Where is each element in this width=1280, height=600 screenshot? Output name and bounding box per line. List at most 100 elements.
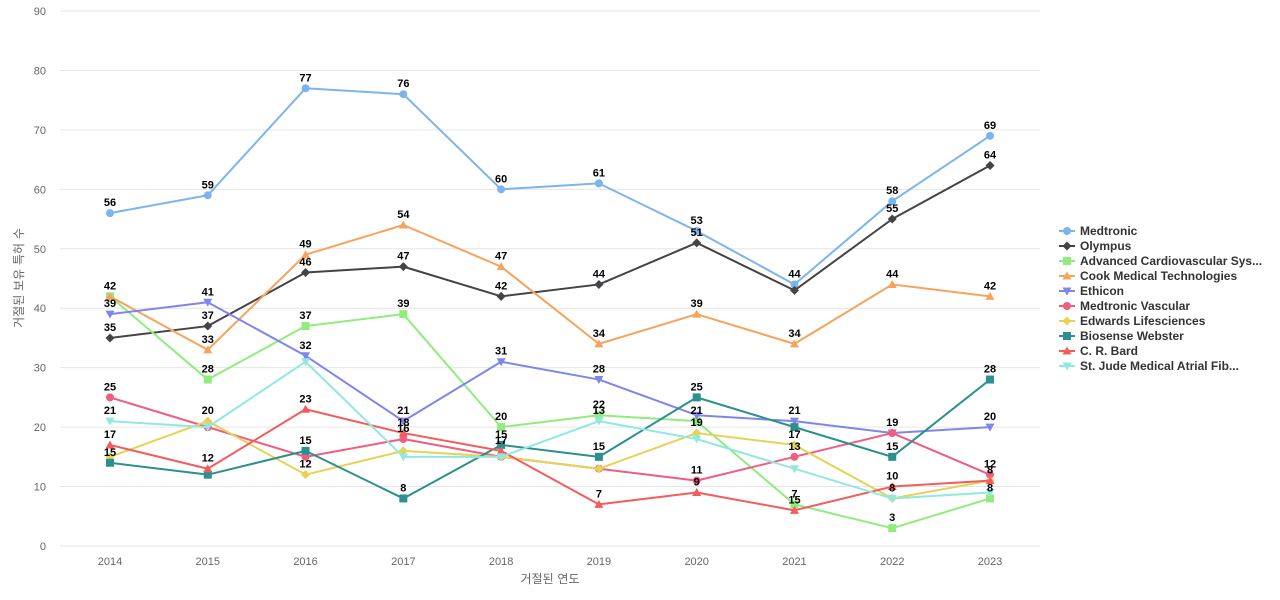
data-label: 51 xyxy=(691,227,703,239)
data-point xyxy=(301,268,311,278)
data-point xyxy=(594,452,603,461)
legend-label: Olympus xyxy=(1080,239,1132,253)
data-label: 22 xyxy=(593,399,605,411)
data-point xyxy=(106,209,114,218)
legend-item[interactable]: Olympus xyxy=(1059,239,1132,253)
data-point xyxy=(301,352,311,361)
legend-label: Ethicon xyxy=(1080,284,1124,298)
data-label: 20 xyxy=(495,411,507,423)
x-tick-label: 2018 xyxy=(489,556,513,568)
data-label: 3 xyxy=(889,512,895,524)
legend-item[interactable]: Advanced Cardiovascular Sys... xyxy=(1059,254,1262,268)
grid-lines xyxy=(60,10,1040,547)
x-tick-label: 2016 xyxy=(293,556,317,568)
series-3 xyxy=(105,220,995,354)
data-label: 33 xyxy=(202,334,214,346)
data-point xyxy=(398,262,408,272)
data-point xyxy=(301,404,311,413)
data-label: 25 xyxy=(691,381,703,393)
legend-marker xyxy=(1063,332,1071,340)
x-tick-label: 2023 xyxy=(978,556,1002,568)
series-7 xyxy=(106,375,995,503)
data-point xyxy=(203,321,213,331)
data-label: 49 xyxy=(299,239,311,251)
data-label: 8 xyxy=(400,482,406,494)
x-tick-label: 2014 xyxy=(98,556,122,568)
data-point xyxy=(692,428,702,438)
data-label: 64 xyxy=(984,150,997,162)
y-tick-label: 50 xyxy=(34,244,46,256)
data-point xyxy=(790,452,799,461)
x-tick-label: 2015 xyxy=(196,556,220,568)
data-point xyxy=(203,416,213,426)
data-point xyxy=(985,291,995,300)
data-label: 13 xyxy=(593,405,605,417)
legend-item[interactable]: C. R. Bard xyxy=(1059,344,1138,358)
data-point xyxy=(789,339,799,348)
data-point xyxy=(789,285,799,295)
legend-item[interactable]: St. Jude Medical Atrial Fib... xyxy=(1059,359,1239,373)
data-point xyxy=(692,309,702,318)
data-label: 42 xyxy=(495,280,507,292)
data-point xyxy=(399,435,408,443)
series-0 xyxy=(106,84,995,289)
data-point xyxy=(692,411,702,420)
series-lines xyxy=(105,84,995,533)
legend-item[interactable]: Edwards Lifesciences xyxy=(1059,314,1206,328)
legend-item[interactable]: Ethicon xyxy=(1059,284,1124,298)
data-point xyxy=(399,494,408,503)
data-label: 8 xyxy=(987,482,993,494)
legend-label: Advanced Cardiovascular Sys... xyxy=(1080,254,1262,268)
legend-marker xyxy=(1063,257,1071,265)
data-point xyxy=(692,417,701,426)
data-point xyxy=(789,440,799,450)
data-label: 20 xyxy=(984,411,996,423)
data-point xyxy=(496,291,506,301)
data-point xyxy=(985,161,995,171)
series-9 xyxy=(105,358,995,503)
data-label: 18 xyxy=(397,417,409,429)
data-point xyxy=(497,440,506,449)
data-label: 19 xyxy=(886,417,898,429)
data-point xyxy=(105,417,115,426)
data-point xyxy=(986,494,995,503)
y-tick-label: 70 xyxy=(34,125,46,137)
data-label: 47 xyxy=(397,251,409,263)
y-tick-label: 90 xyxy=(34,6,46,18)
legend-item[interactable]: Biosense Webster xyxy=(1059,329,1184,343)
data-label: 17 xyxy=(104,429,116,441)
series-line xyxy=(109,408,991,512)
data-point xyxy=(888,524,897,533)
data-point xyxy=(594,464,604,474)
legend-marker xyxy=(1062,362,1072,371)
data-point xyxy=(888,429,897,438)
data-point xyxy=(301,322,310,331)
data-label: 37 xyxy=(299,310,311,322)
legend-item[interactable]: Medtronic Vascular xyxy=(1059,299,1190,313)
data-point xyxy=(986,375,995,384)
data-point xyxy=(692,476,701,485)
data-label: 34 xyxy=(788,328,801,340)
data-label: 31 xyxy=(495,346,507,358)
legend-label: Medtronic Vascular xyxy=(1080,299,1190,313)
data-label: 15 xyxy=(104,447,116,459)
data-point xyxy=(986,470,995,479)
data-point xyxy=(398,417,408,426)
data-point xyxy=(692,226,701,235)
y-tick-label: 0 xyxy=(40,541,46,553)
data-point xyxy=(692,488,702,496)
data-point xyxy=(398,428,408,437)
legend-item[interactable]: Cook Medical Technologies xyxy=(1059,269,1237,283)
data-label: 60 xyxy=(495,173,507,185)
data-point xyxy=(203,191,212,200)
series-1 xyxy=(105,161,995,343)
data-label: 12 xyxy=(202,453,214,465)
legend-marker xyxy=(1063,302,1071,310)
data-label: 59 xyxy=(202,179,214,191)
data-point xyxy=(301,470,311,480)
series-8 xyxy=(105,404,995,514)
legend-label: St. Jude Medical Atrial Fib... xyxy=(1080,359,1239,373)
data-point xyxy=(985,423,995,432)
legend-item[interactable]: Medtronic xyxy=(1059,224,1138,238)
